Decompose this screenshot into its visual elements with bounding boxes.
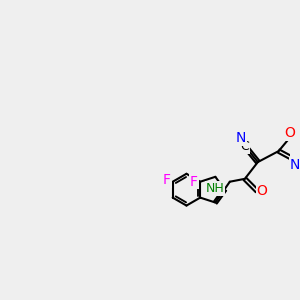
Text: C: C xyxy=(241,140,250,153)
Text: N: N xyxy=(236,131,246,145)
Text: N: N xyxy=(290,158,300,172)
Text: F: F xyxy=(190,175,198,189)
Text: NH: NH xyxy=(206,182,225,195)
Text: O: O xyxy=(284,126,295,140)
Text: F: F xyxy=(163,173,171,187)
Text: O: O xyxy=(257,184,268,198)
